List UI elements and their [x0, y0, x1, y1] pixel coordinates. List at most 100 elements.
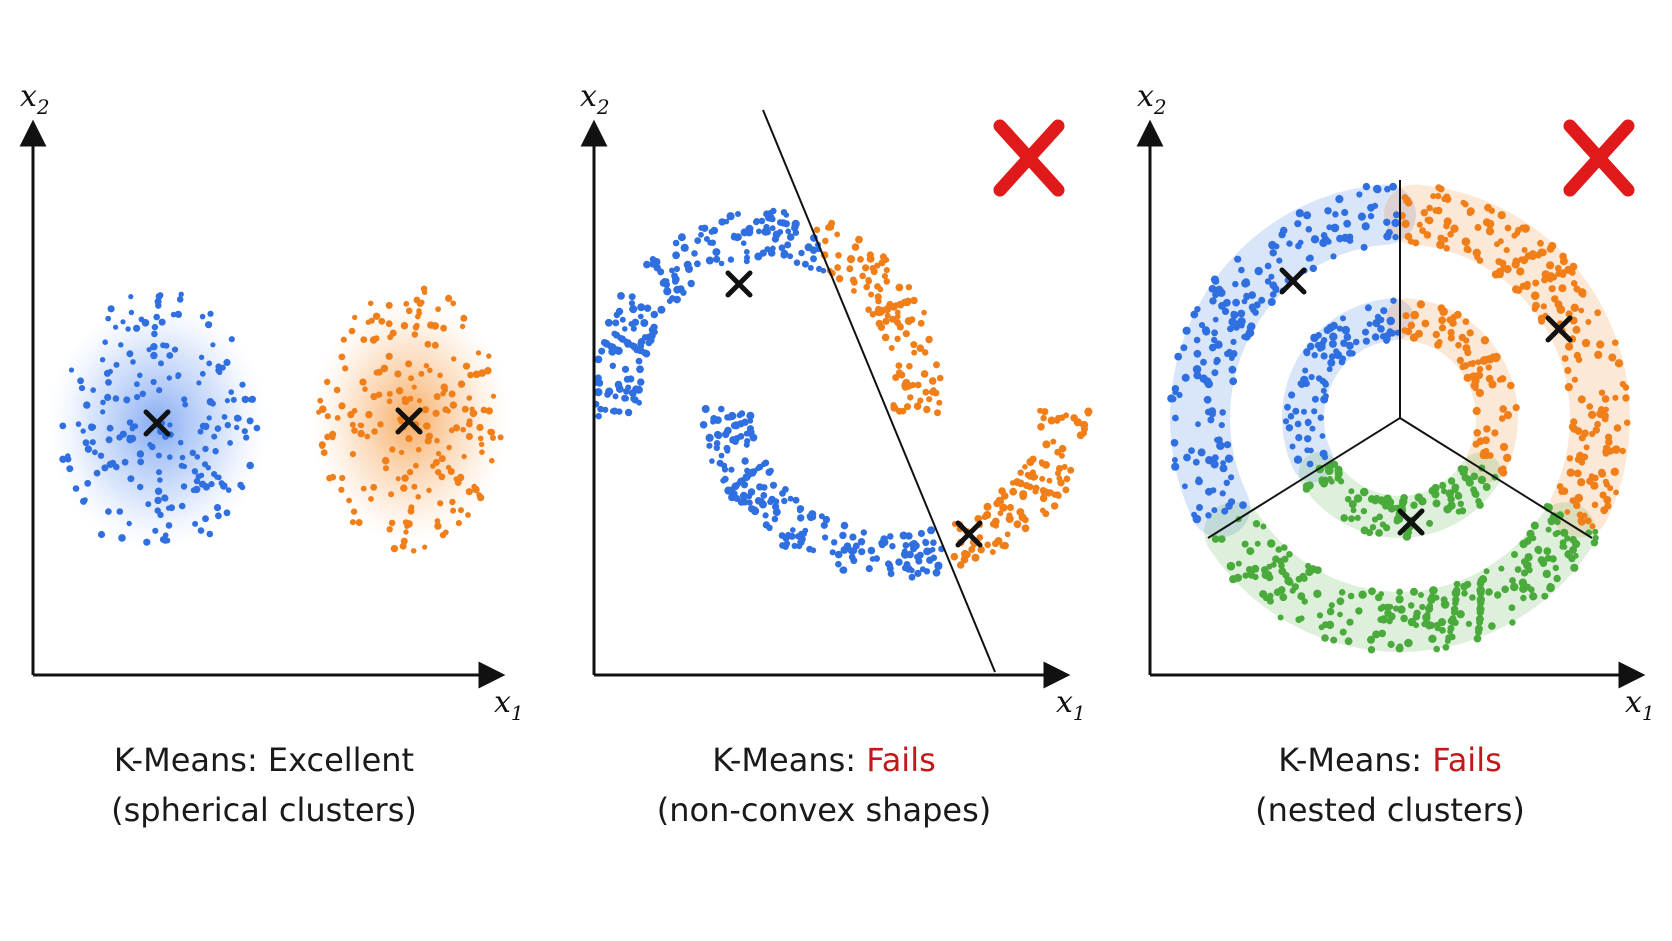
orange-point: [993, 522, 999, 529]
green-point: [1494, 591, 1502, 599]
green-point: [1535, 548, 1542, 555]
orange-point: [442, 406, 450, 413]
green-point: [1368, 587, 1376, 596]
blue-point: [1208, 407, 1217, 416]
blue-point: [630, 325, 637, 332]
blue-point: [1208, 285, 1217, 293]
blue-point: [1304, 435, 1312, 443]
blue-point: [647, 336, 655, 345]
blue-point: [745, 493, 753, 500]
orange-point: [1511, 232, 1518, 239]
green-point: [1211, 535, 1220, 543]
orange-point: [372, 312, 381, 320]
orange-point: [874, 262, 881, 269]
blue-point: [669, 267, 675, 274]
orange-point: [1022, 464, 1028, 470]
blue-point: [1282, 418, 1290, 425]
blue-point: [1324, 207, 1332, 215]
green-point: [1387, 640, 1395, 649]
blue-point: [770, 207, 777, 215]
orange-point: [1516, 267, 1525, 276]
blue-point: [857, 538, 866, 546]
blue-point: [1329, 332, 1337, 339]
blue-point: [1367, 212, 1375, 220]
blue-point: [1295, 242, 1302, 250]
y-axis-label: x2: [1137, 79, 1167, 119]
blue-point: [677, 233, 686, 242]
orange-point: [908, 316, 916, 323]
blue-point: [1340, 339, 1348, 347]
orange-point: [431, 341, 439, 349]
orange-point: [1596, 340, 1605, 349]
orange-point: [424, 340, 432, 348]
orange-point: [877, 286, 884, 293]
blue-point: [1378, 316, 1385, 323]
orange-point: [910, 341, 918, 349]
orange-point: [1042, 461, 1050, 469]
green-point: [1501, 585, 1509, 594]
orange-point: [1438, 324, 1447, 332]
orange-point: [910, 296, 918, 305]
green-point: [1429, 586, 1438, 595]
blue-point: [917, 529, 926, 538]
blue-point: [1246, 324, 1254, 332]
orange-point: [1006, 503, 1015, 512]
green-point: [1396, 588, 1403, 596]
orange-point: [921, 349, 929, 356]
blue-point: [223, 358, 231, 367]
green-point: [1245, 566, 1253, 573]
orange-point: [1039, 475, 1046, 482]
orange-point: [1434, 192, 1442, 200]
blue-point: [1229, 377, 1238, 386]
orange-point: [888, 345, 895, 351]
blue-point: [908, 573, 916, 581]
blue-point: [735, 211, 741, 217]
green-point: [1372, 630, 1381, 639]
green-point: [1353, 494, 1363, 503]
blue-point: [1193, 371, 1202, 380]
orange-point: [1426, 204, 1433, 212]
orange-point: [434, 518, 441, 524]
orange-point: [338, 402, 346, 410]
green-point: [1543, 547, 1552, 555]
orange-point: [1554, 300, 1563, 309]
orange-point: [1409, 333, 1419, 342]
green-point: [1465, 478, 1474, 487]
green-point: [1437, 618, 1447, 627]
blue-point: [1309, 425, 1316, 432]
blue-point: [97, 452, 105, 459]
orange-point: [1564, 366, 1572, 375]
blue-point: [207, 310, 214, 317]
orange-point: [1443, 217, 1452, 226]
blue-point: [732, 421, 741, 430]
orange-point: [370, 393, 378, 401]
blue-point: [797, 538, 805, 546]
orange-point: [410, 548, 417, 554]
orange-point: [1026, 483, 1034, 491]
green-point: [1340, 514, 1348, 522]
orange-point: [950, 552, 959, 561]
blue-point: [1377, 325, 1385, 333]
orange-point: [389, 446, 396, 453]
blue-point: [243, 434, 250, 441]
caption-prefix: K-Means:: [712, 741, 867, 779]
green-point: [1530, 535, 1537, 542]
orange-point: [1419, 227, 1426, 235]
y-axis-label: x2: [580, 79, 610, 119]
orange-point: [469, 406, 475, 412]
orange-point: [375, 368, 383, 376]
orange-point: [1578, 434, 1586, 442]
blue-point: [1273, 243, 1280, 250]
orange-point: [465, 433, 473, 440]
blue-point: [1339, 355, 1347, 363]
blue-point: [807, 264, 814, 271]
orange-point: [448, 390, 456, 398]
blue-point: [130, 359, 136, 365]
green-point: [1354, 514, 1361, 522]
blue-point: [673, 265, 681, 273]
blue-point: [1272, 285, 1280, 293]
blue-point: [1385, 228, 1393, 237]
orange-point: [1407, 238, 1415, 245]
blue-point: [770, 245, 776, 252]
blue-point: [1285, 424, 1294, 432]
